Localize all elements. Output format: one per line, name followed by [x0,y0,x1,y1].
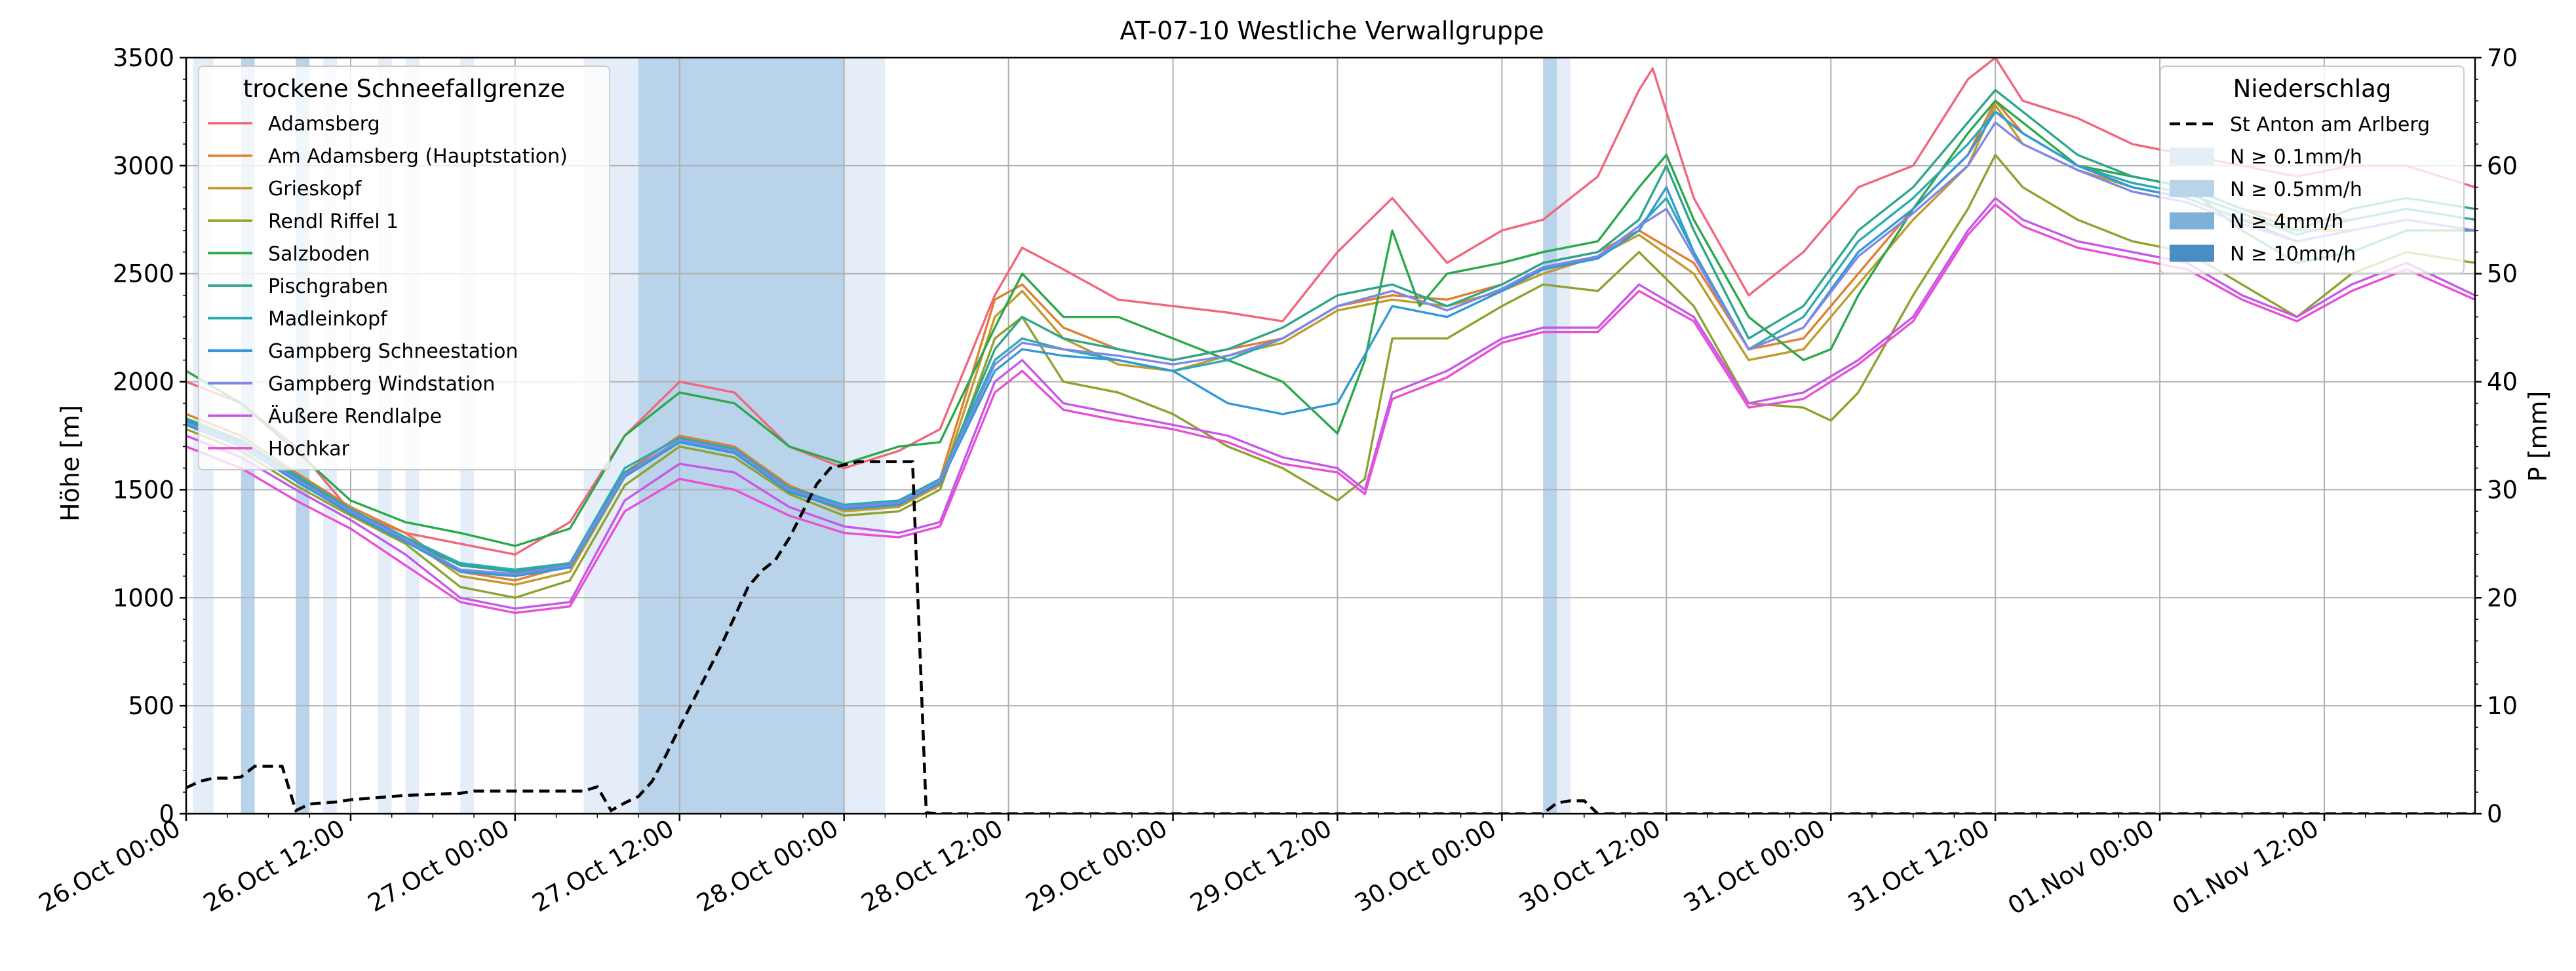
legend-precipitation: Niederschlag St Anton am Arlberg N ≥ 0.1mm… [2160,66,2465,274]
legend-left-label-4: Salzboden [268,242,370,265]
legend-left-box [198,66,610,470]
legend-left-label-7: Gampberg Schneestation [268,340,518,363]
precip-band-10 [1543,58,1557,814]
series-line-9 [186,197,2475,610]
legend-left-label-10: Hochkar [268,438,350,461]
plot-frame [185,56,2476,815]
precip-line-st-anton [186,460,2475,814]
xtick-label-9: 30.Oct 12:00 [1514,814,1665,918]
xtick-label-2: 27.Oct 00:00 [363,814,514,918]
legend-left-label-1: Am Adamsberg (Hauptstation) [268,145,568,168]
y-axis-label-left: Höhe [m] [56,405,85,522]
ytick-label-right-0: 0 [2487,800,2503,828]
series-line-10 [186,203,2475,615]
ytick-label-left-3: 1500 [113,476,174,504]
legend-left-label-2: Grieskopf [268,178,362,200]
legend-right-title: Niederschlag [2233,75,2392,103]
xtick-label-10: 31.Oct 00:00 [1679,814,1829,918]
precip-band-8 [638,58,844,814]
precipitation-line [186,460,2475,814]
legend-left-label-5: Pischgraben [268,275,388,298]
chart-title: AT-07-10 Westliche Verwallgruppe [1120,16,1544,45]
xtick-label-8: 30.Oct 00:00 [1350,814,1500,918]
xtick-label-6: 29.Oct 00:00 [1021,814,1172,918]
xtick-label-11: 31.Oct 12:00 [1843,814,1994,918]
ytick-label-right-5: 50 [2487,260,2518,288]
series-line-4 [186,100,2475,547]
legend-right-swatch-1 [2170,147,2214,165]
series-line-3 [186,153,2475,599]
xtick-label-1: 26.Oct 12:00 [199,814,349,918]
series-line-7 [186,110,2475,577]
y-axis-label-right: P [mm] [2524,391,2552,482]
legend-left-label-9: Äußere Rendlalpe [268,404,442,428]
ytick-label-left-6: 3000 [113,152,174,180]
precip-band-11 [1557,58,1571,814]
ytick-label-left-4: 2000 [113,368,174,396]
legend-left-label-0: Adamsberg [268,113,380,136]
ytick-label-right-6: 60 [2487,152,2518,180]
legend-left-label-3: Rendl Riffel 1 [268,210,399,233]
legend-snowfall-limit: trockene Schneefallgrenze Adamsberg Am Ada… [198,66,610,470]
series-line-0 [186,58,2475,556]
legend-left-label-6: Madleinkopf [268,308,388,331]
ytick-label-left-7: 3500 [113,44,174,72]
legend-left-label-8: Gampberg Windstation [268,373,495,396]
ytick-label-right-3: 30 [2487,476,2518,504]
legend-left-title: trockene Schneefallgrenze [243,75,566,103]
ytick-label-right-2: 20 [2487,584,2518,612]
xtick-label-5: 28.Oct 12:00 [857,814,1007,918]
legend-right-swatch-3 [2170,212,2214,230]
legend-right-label-2: N ≥ 0.5mm/h [2230,178,2362,201]
ytick-label-left-5: 2500 [113,260,174,288]
xtick-label-3: 27.Oct 12:00 [528,814,678,918]
ytick-label-left-1: 500 [128,692,174,720]
legend-right-label-1: N ≥ 0.1mm/h [2230,145,2362,168]
legend-right-swatch-2 [2170,180,2214,197]
series-line-8 [186,121,2475,575]
xtick-label-12: 01.Nov 00:00 [2003,814,2159,921]
legend-right-label-3: N ≥ 4mm/h [2230,210,2343,233]
ytick-label-right-4: 40 [2487,368,2518,396]
legend-right-label-0: St Anton am Arlberg [2230,113,2430,136]
xtick-label-4: 28.Oct 00:00 [692,814,843,918]
xtick-label-0: 26.Oct 00:00 [34,814,185,918]
legend-right-swatch-4 [2170,244,2214,262]
ytick-label-right-7: 70 [2487,44,2518,72]
xtick-label-13: 01.Nov 12:00 [2168,814,2324,921]
legend-right-label-4: N ≥ 10mm/h [2230,243,2356,266]
legend-right-box [2160,66,2465,274]
ytick-label-left-2: 1000 [113,584,174,612]
ytick-label-left-0: 0 [159,800,174,828]
xtick-label-7: 29.Oct 12:00 [1186,814,1337,918]
ytick-label-right-1: 10 [2487,692,2518,720]
snowfall-limit-lines [186,58,2475,615]
precip-band-9 [844,58,886,814]
